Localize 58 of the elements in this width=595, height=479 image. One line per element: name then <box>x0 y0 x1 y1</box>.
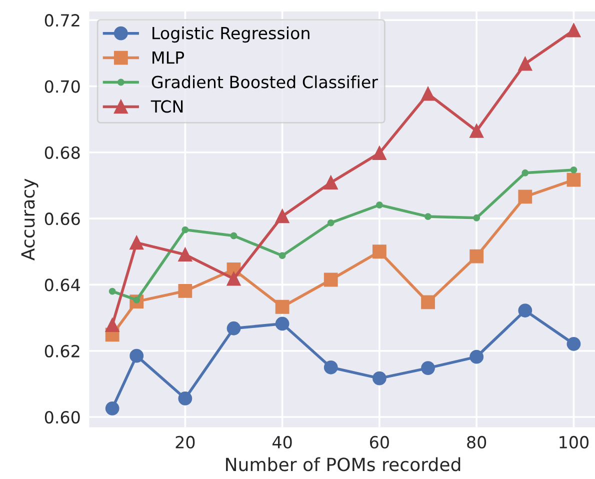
legend-label: TCN <box>150 100 183 113</box>
point <box>372 244 386 259</box>
y-tick-label: 0.66 <box>44 212 80 226</box>
point <box>182 226 189 234</box>
point <box>278 252 286 260</box>
x-tick-label: 40 <box>272 436 292 448</box>
y-axis-title: Accuracy <box>21 178 38 260</box>
point <box>178 248 192 262</box>
x-tick-label: 20 <box>176 436 195 448</box>
point <box>522 169 529 176</box>
y-tick-label: 0.72 <box>44 14 80 27</box>
point <box>470 249 484 264</box>
point <box>372 371 386 386</box>
point <box>518 304 532 318</box>
x-tick-label: 60 <box>370 436 389 448</box>
point <box>518 190 532 204</box>
y-tick-label: 0.60 <box>44 410 80 424</box>
x-tick-label: 100 <box>560 436 589 448</box>
y-tick-label: 0.64 <box>44 278 80 292</box>
legend-label: Logistic Regression <box>152 26 310 43</box>
y-tick-label: 0.62 <box>44 344 80 358</box>
point <box>178 392 192 406</box>
legend-label: MLP <box>152 51 184 64</box>
x-tick-label: 80 <box>467 436 486 448</box>
legend-label: Gradient Boosted Classifier <box>152 75 378 88</box>
point <box>275 209 290 224</box>
y-tick-label: 0.68 <box>44 146 80 159</box>
x-axis-title: Number of POMs recorded <box>226 457 460 472</box>
point <box>566 172 581 187</box>
point <box>230 232 238 240</box>
point <box>275 300 290 314</box>
point <box>570 166 578 174</box>
point <box>130 236 144 250</box>
point <box>566 336 581 351</box>
point <box>421 361 435 376</box>
point <box>130 348 144 363</box>
point <box>421 86 435 101</box>
point <box>226 272 241 286</box>
point <box>518 56 532 71</box>
point <box>324 272 338 287</box>
point <box>324 360 338 374</box>
point <box>327 219 334 226</box>
point <box>421 295 435 310</box>
point <box>226 321 241 336</box>
y-tick-label: 0.70 <box>44 80 80 93</box>
point <box>473 214 480 222</box>
point <box>424 213 432 220</box>
point <box>108 288 116 295</box>
point <box>105 401 120 416</box>
point <box>470 350 484 364</box>
point <box>105 318 120 332</box>
point <box>324 176 338 190</box>
point <box>566 23 581 38</box>
point <box>376 202 383 208</box>
point <box>275 316 290 331</box>
point <box>178 284 192 298</box>
point <box>372 146 386 160</box>
point <box>470 124 484 138</box>
